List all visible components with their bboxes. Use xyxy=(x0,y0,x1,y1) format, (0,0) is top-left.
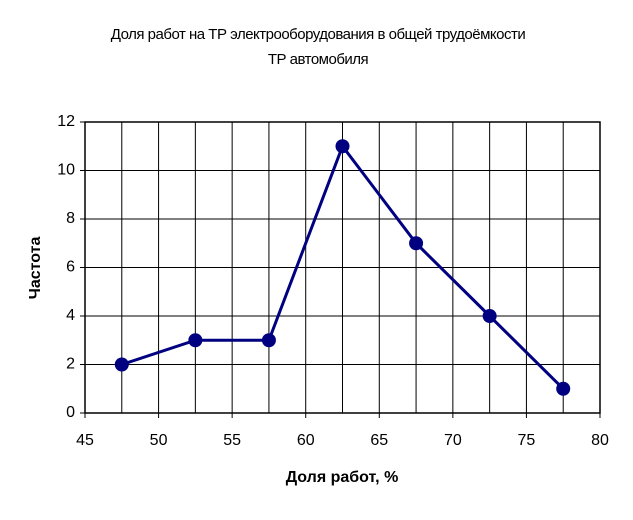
x-tick-label: 50 xyxy=(150,432,168,449)
chart-title: Доля работ на ТР электрооборудования в о… xyxy=(111,26,526,43)
y-tick-label: 2 xyxy=(66,356,75,373)
y-tick-label: 0 xyxy=(66,404,75,421)
y-tick-label: 4 xyxy=(66,307,75,324)
marker xyxy=(261,333,276,348)
chart-title: ТР автомобиля xyxy=(268,51,369,68)
x-tick-label: 55 xyxy=(223,432,241,449)
marker xyxy=(482,309,497,323)
y-tick-label: 10 xyxy=(57,162,75,179)
y-tick-label: 8 xyxy=(66,210,75,227)
marker xyxy=(114,357,129,372)
x-tick-label: 45 xyxy=(76,432,94,449)
x-tick-label: 70 xyxy=(444,432,462,449)
x-tick-label: 75 xyxy=(518,432,536,449)
y-tick-label: 12 xyxy=(57,113,75,130)
y-tick-label: 6 xyxy=(66,259,75,276)
marker xyxy=(188,333,203,348)
marker xyxy=(409,236,424,251)
marker xyxy=(556,381,571,396)
plot-frame xyxy=(84,121,601,414)
x-tick-label: 60 xyxy=(297,432,315,449)
x-tick-label: 80 xyxy=(591,432,609,449)
x-axis-label: Доля работ, % xyxy=(286,469,399,486)
marker xyxy=(335,139,350,154)
y-axis-label: Частота xyxy=(27,237,44,300)
x-tick-label: 65 xyxy=(370,432,388,449)
